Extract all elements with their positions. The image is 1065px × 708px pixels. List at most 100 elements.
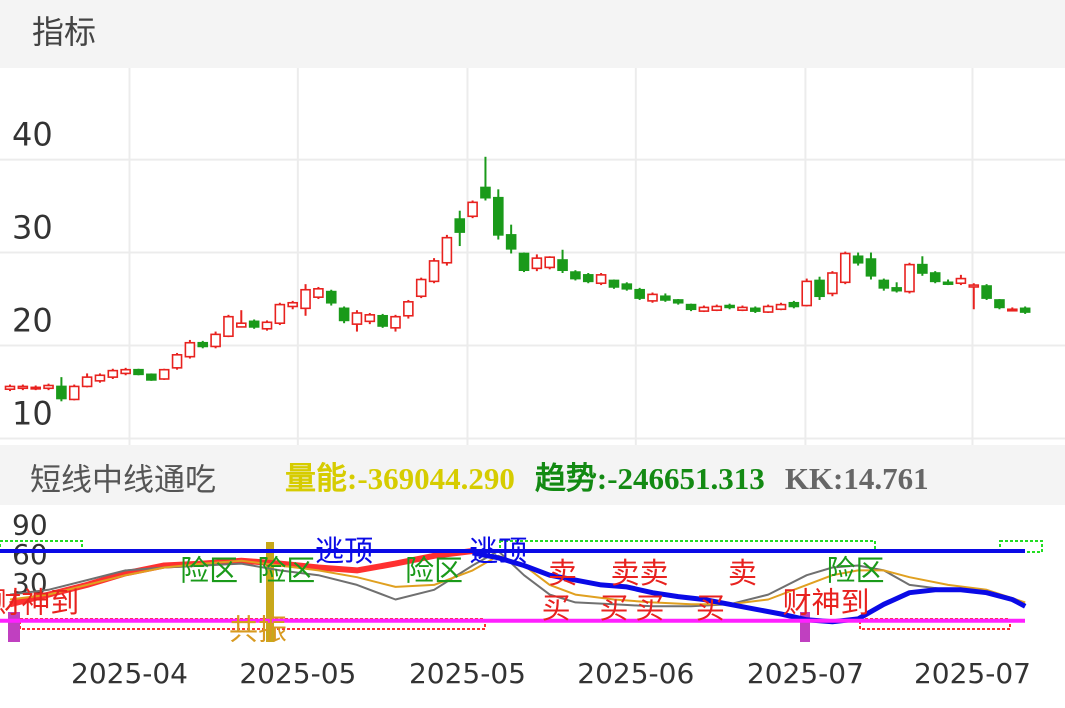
candle-body <box>210 333 221 348</box>
candle-body <box>518 252 530 272</box>
signal-label: 买 <box>542 591 571 625</box>
metric: KK:14.761 <box>785 461 929 496</box>
candle-body <box>891 287 902 292</box>
candle-body <box>865 258 877 277</box>
candle-body <box>698 306 710 312</box>
candle-body <box>917 263 928 274</box>
candle-body <box>274 303 286 325</box>
y-tick-label: 10 <box>12 394 53 432</box>
candle-body <box>184 341 196 358</box>
candle-body <box>942 281 954 285</box>
metric: 量能:-369044.290 <box>285 461 515 496</box>
y-tick-label: 30 <box>12 209 53 247</box>
candle-body <box>68 385 80 401</box>
candle-body <box>454 218 466 233</box>
metric: 趋势:-246651.313 <box>535 461 765 496</box>
candle-body <box>30 386 41 390</box>
indicator-bar <box>0 445 1065 505</box>
candle-body <box>608 279 620 288</box>
candle-body <box>904 263 915 293</box>
candle-body <box>325 290 337 304</box>
candle-body <box>634 288 645 299</box>
signal-label: 险区 <box>257 553 315 587</box>
x-tick-label: 2025-05 <box>409 657 526 690</box>
candle-body <box>852 255 864 264</box>
candle-body <box>814 279 825 298</box>
candle-body <box>981 285 992 299</box>
signal-label: 险区 <box>827 553 885 587</box>
candle-body <box>878 279 890 289</box>
signal-label: 买 <box>599 591 628 625</box>
candle-body <box>146 373 157 381</box>
signal-label: 险区 <box>180 553 238 587</box>
candle-body <box>493 196 504 236</box>
candle-body <box>750 307 761 312</box>
zone-box <box>0 540 83 553</box>
indicator-line <box>9 554 1026 606</box>
signal-label: 卖 <box>548 556 577 590</box>
candle-body <box>467 201 478 218</box>
indicator-line <box>9 548 473 608</box>
x-tick-label: 2025-07 <box>747 657 864 690</box>
candle-body <box>415 278 427 298</box>
candle-body <box>968 284 980 288</box>
signal-label: 逃顶 <box>469 534 527 568</box>
signal-label: 财神到 <box>782 585 869 619</box>
x-tick-label: 2025-07 <box>914 657 1031 690</box>
candle-body <box>621 283 633 290</box>
candle-body <box>788 301 800 308</box>
candle-body <box>94 374 106 382</box>
header-bar <box>0 0 1065 68</box>
zone-box <box>499 540 876 553</box>
signal-label: 买 <box>635 591 664 625</box>
candle-body <box>313 288 324 298</box>
signal-label: 险区 <box>405 553 463 587</box>
x-tick-label: 2025-05 <box>239 657 356 690</box>
y-tick-label: 40 <box>12 116 53 154</box>
candle-body <box>4 385 16 391</box>
signal-label: 财神到 <box>0 585 79 619</box>
signal-label: 买 <box>696 591 725 625</box>
y-tick-label: 90 <box>12 509 48 542</box>
candle-body <box>390 315 401 329</box>
candle-body <box>660 295 671 301</box>
candle-body <box>955 277 967 285</box>
candle-body <box>261 321 273 330</box>
candle-body <box>737 306 748 311</box>
indicator-line <box>472 550 1027 625</box>
candle-body <box>287 301 299 308</box>
candle-body <box>428 260 440 283</box>
candle-body <box>338 307 350 322</box>
candle-body <box>994 299 1005 309</box>
signal-label: 共振 <box>229 612 287 646</box>
candle-body <box>531 257 543 270</box>
candle-body <box>171 354 183 369</box>
candle-body <box>582 274 594 283</box>
candle-body <box>775 303 787 311</box>
candle-body <box>557 259 568 272</box>
candle-body <box>223 315 234 338</box>
candle-body <box>17 385 29 390</box>
candle-body <box>929 272 941 283</box>
candle-body <box>672 299 684 304</box>
signal-label: 逃顶 <box>315 534 373 568</box>
indicator-line <box>9 550 1026 608</box>
candle-body <box>300 288 311 310</box>
candle-body <box>1019 307 1031 313</box>
candle-body <box>441 236 453 264</box>
candle-body <box>120 368 131 375</box>
candle-body <box>158 368 170 380</box>
signal-bar <box>266 542 274 642</box>
y-tick-label: 20 <box>12 302 53 340</box>
header-title: 指标 <box>32 13 96 51</box>
candle-body <box>248 320 260 328</box>
candle-body <box>1007 308 1018 312</box>
indicator-title: 短线中线通吃 <box>30 463 216 499</box>
candle-body <box>364 314 376 323</box>
candle-body <box>801 280 813 307</box>
candle-body <box>197 341 209 348</box>
candle-body <box>685 303 697 311</box>
candle-body <box>81 376 93 388</box>
candle-body <box>377 314 388 327</box>
signal-label: 卖 <box>728 556 757 590</box>
